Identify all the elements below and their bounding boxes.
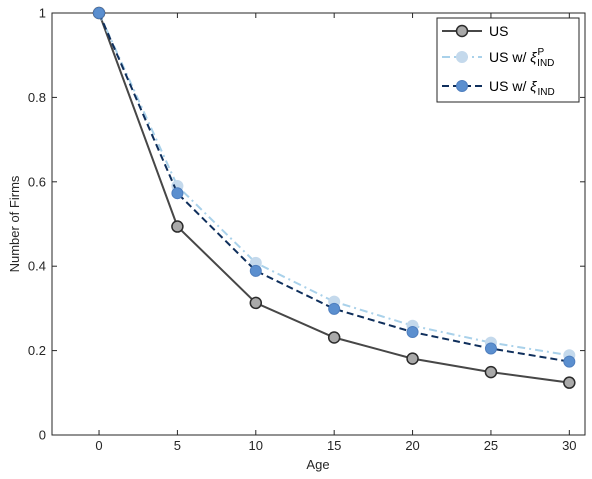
y-tick-label: 0.8 bbox=[28, 90, 46, 105]
y-tick-label: 0.6 bbox=[28, 174, 46, 189]
x-tick-label: 20 bbox=[405, 438, 419, 453]
series-2-point bbox=[406, 326, 419, 339]
series-2-point bbox=[93, 7, 106, 19]
x-tick-label: 10 bbox=[249, 438, 263, 453]
x-tick-label: 30 bbox=[562, 438, 576, 453]
series-0-point bbox=[171, 220, 184, 233]
legend-marker-2 bbox=[456, 80, 468, 92]
series-0-point bbox=[406, 352, 419, 365]
legend-label-2: US w/ ξIND bbox=[489, 78, 555, 98]
x-tick-label: 15 bbox=[327, 438, 341, 453]
legend-label-0: US bbox=[489, 23, 508, 39]
x-axis-label: Age bbox=[306, 457, 329, 472]
legend-marker-0 bbox=[455, 24, 469, 38]
y-tick-label: 1 bbox=[39, 6, 46, 21]
legend: US US w/ ξP IND US w/ ξIND bbox=[436, 17, 580, 103]
legend-label-1: US w/ ξP IND bbox=[489, 47, 554, 69]
x-tick-label: 25 bbox=[484, 438, 498, 453]
series-0-point bbox=[563, 376, 576, 389]
series-2-point bbox=[171, 187, 184, 200]
series-layer bbox=[92, 6, 576, 389]
y-tick-label: 0.4 bbox=[28, 259, 46, 274]
x-axis-ticks: 0 5 10 15 20 25 30 bbox=[95, 13, 577, 453]
series-0-point bbox=[249, 296, 263, 310]
y-tick-label: 0 bbox=[39, 428, 46, 443]
x-tick-label: 0 bbox=[95, 438, 102, 453]
x-tick-label: 5 bbox=[174, 438, 181, 453]
y-axis-ticks: 0 0.2 0.4 0.6 0.8 1 bbox=[28, 6, 585, 443]
series-0-point bbox=[327, 331, 341, 344]
legend-marker-1 bbox=[456, 51, 468, 63]
y-tick-label: 0.2 bbox=[28, 343, 46, 358]
series-2-point bbox=[563, 355, 576, 368]
series-2-point bbox=[484, 342, 497, 355]
series-2-point bbox=[328, 302, 341, 315]
y-axis-label: Number of Firms bbox=[7, 175, 22, 272]
series-2-point bbox=[249, 264, 262, 277]
series-0-point bbox=[484, 365, 498, 379]
